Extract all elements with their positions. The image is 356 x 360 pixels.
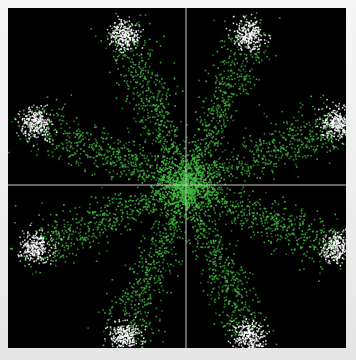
symbol-clusters: [14, 13, 346, 348]
origin-core: [141, 147, 234, 226]
symbol-cluster-1: [316, 98, 346, 147]
symbol-cluster-6: [102, 303, 147, 348]
trajectory-points: [8, 12, 346, 348]
plot-area: [8, 8, 346, 348]
symbol-cluster-7: [227, 313, 270, 348]
scatter-plot: [8, 8, 346, 348]
symbol-cluster-3: [106, 15, 144, 62]
symbol-cluster-5: [17, 224, 62, 267]
symbol-cluster-8: [319, 228, 346, 267]
symbol-cluster-4: [14, 104, 58, 147]
symbol-cluster-2: [225, 13, 272, 53]
trajectory-arm-4: [8, 94, 196, 198]
